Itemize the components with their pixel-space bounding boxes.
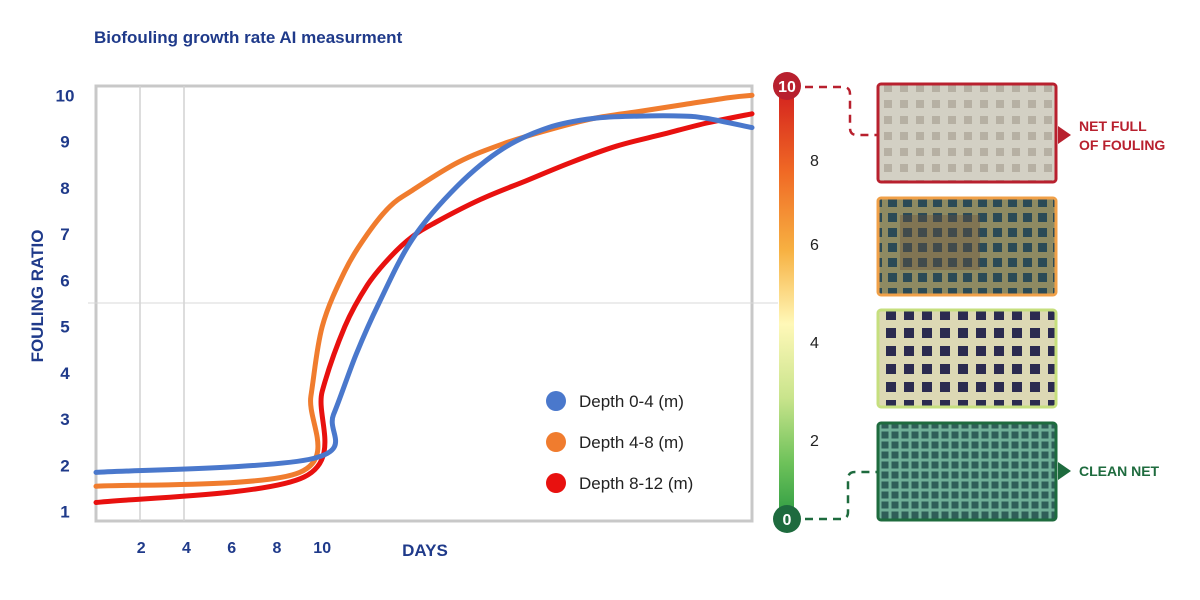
connector-bottom (805, 470, 878, 521)
y-tick-layer: 1 2 3 4 5 6 7 8 9 10 (56, 86, 75, 521)
legend-marker-depth-4-8 (546, 432, 566, 452)
y-tick-label: 1 (60, 503, 69, 522)
scale-gradient-bar (779, 86, 794, 519)
x-axis-label: DAYS (402, 541, 448, 560)
label-net-full-line2: OF FOULING (1079, 137, 1165, 153)
series-layer (93, 92, 755, 505)
x-tick-layer: 2 4 6 8 10 (137, 540, 331, 557)
net-image-heavy-fouling (876, 196, 1058, 297)
y-tick-label: 8 (60, 179, 69, 198)
x-tick-label: 2 (137, 540, 146, 557)
series-line-depth-0-4-m (93, 113, 755, 475)
y-tick-label: 4 (60, 364, 70, 383)
legend-marker-depth-8-12 (546, 473, 566, 493)
scale-tick-label: 8 (810, 153, 819, 170)
fouling-color-scale: 8 6 4 2 10 0 (773, 72, 819, 533)
connector-top (805, 85, 878, 137)
label-clean-net: CLEAN NET (1079, 463, 1160, 479)
y-tick-label: 6 (60, 271, 69, 290)
scale-tick-label: 4 (810, 335, 819, 352)
scale-max-label: 10 (778, 79, 796, 96)
x-tick-label: 6 (227, 540, 236, 557)
net-image-light-fouling (876, 308, 1058, 409)
series-line-depth-4-8-m (93, 92, 755, 489)
y-tick-label: 9 (60, 133, 69, 152)
scale-tick-label: 6 (810, 237, 819, 254)
legend-label-depth-0-4: Depth 0-4 (m) (579, 392, 684, 411)
legend-label-depth-8-12: Depth 8-12 (m) (579, 474, 693, 493)
y-tick-label: 7 (60, 225, 69, 244)
y-tick-label: 5 (60, 318, 69, 337)
scale-max-badge (773, 72, 801, 100)
scale-tick-label: 2 (810, 433, 819, 450)
label-net-full-line1: NET FULL (1079, 118, 1147, 134)
legend: Depth 0-4 (m) Depth 4-8 (m) Depth 8-12 (… (546, 391, 693, 493)
legend-marker-depth-0-4 (546, 391, 566, 411)
page-title: Biofouling growth rate AI measurment (94, 28, 403, 47)
net-image-full-fouling (876, 82, 1058, 184)
pointer-full-fouling (1058, 126, 1071, 144)
y-tick-label: 2 (60, 457, 69, 476)
x-tick-label: 8 (273, 540, 282, 557)
x-tick-label: 4 (182, 540, 191, 557)
x-tick-label: 10 (313, 540, 331, 557)
scale-min-badge (773, 505, 801, 533)
scale-min-label: 0 (783, 512, 792, 529)
y-tick-label: 3 (60, 410, 69, 429)
legend-label-depth-4-8: Depth 4-8 (m) (579, 433, 684, 452)
y-tick-label: 10 (56, 86, 75, 105)
net-image-clean (876, 421, 1058, 522)
y-axis-label: FOULING RATIO (28, 230, 47, 363)
pointer-clean-net (1058, 462, 1071, 480)
